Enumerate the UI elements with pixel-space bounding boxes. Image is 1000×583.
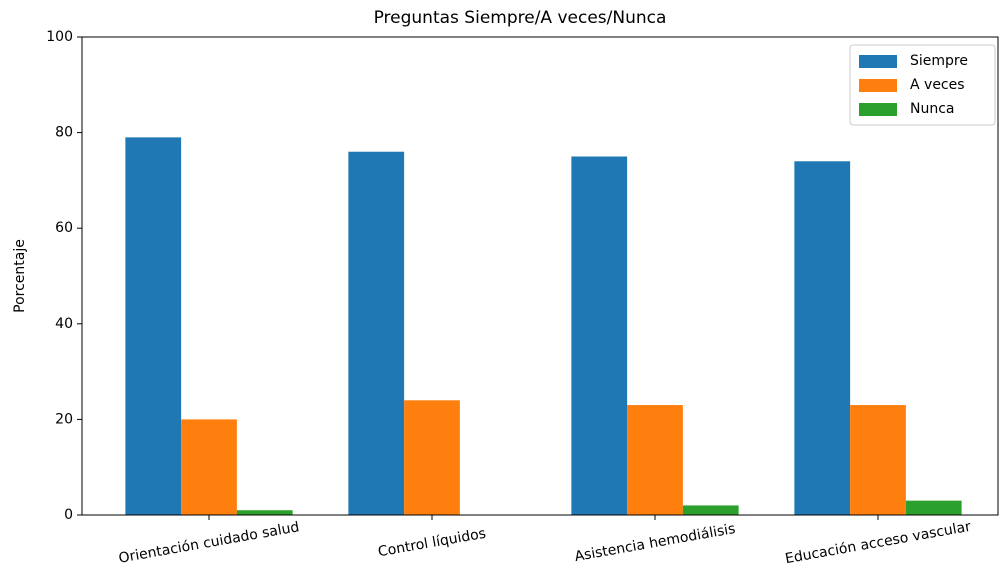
bar xyxy=(348,151,405,515)
y-tick-label: 60 xyxy=(55,220,73,236)
bar xyxy=(181,419,237,515)
bar xyxy=(404,400,460,515)
x-tick-label: Control líquidos xyxy=(377,526,487,561)
legend-swatch xyxy=(859,79,897,92)
legend-label: Nunca xyxy=(910,101,955,117)
bar xyxy=(682,505,739,515)
x-tick-label: Asistencia hemodiálisis xyxy=(573,521,736,565)
legend-label: A veces xyxy=(910,77,965,93)
y-axis-label: Porcentaje xyxy=(12,239,28,313)
bar xyxy=(905,500,962,515)
bar xyxy=(627,405,683,515)
y-tick-label: 0 xyxy=(64,507,73,523)
legend-swatch xyxy=(859,103,897,116)
y-tick-label: 100 xyxy=(46,29,73,45)
axes-frame xyxy=(81,36,999,516)
bar xyxy=(794,161,851,515)
y-tick-label: 20 xyxy=(55,411,73,427)
legend-swatch xyxy=(859,55,897,68)
bar xyxy=(236,510,293,515)
legend-label: Siempre xyxy=(910,53,968,69)
chart-title: Preguntas Siempre/A veces/Nunca xyxy=(374,8,667,28)
bar xyxy=(850,405,906,515)
y-tick-label: 40 xyxy=(55,316,73,332)
bar xyxy=(125,137,182,515)
x-tick-label: Educación acceso vascular xyxy=(784,519,972,567)
legend: Siempre A veces Nunca xyxy=(849,44,996,126)
x-tick-label: Orientación cuidado salud xyxy=(117,519,300,567)
bar xyxy=(571,156,628,515)
y-tick-label: 80 xyxy=(55,125,73,141)
